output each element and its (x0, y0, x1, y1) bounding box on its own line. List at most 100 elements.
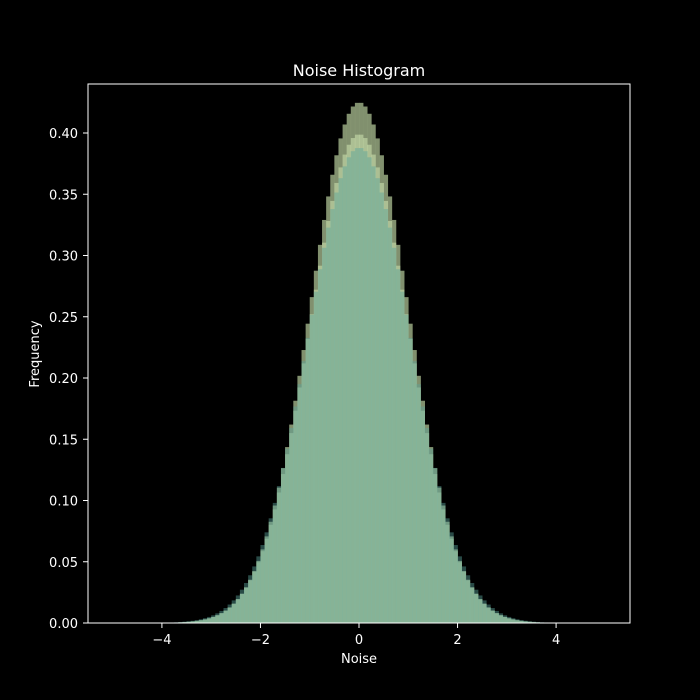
histogram-bar (473, 593, 479, 623)
histogram-bar (441, 502, 446, 623)
histogram-bar (523, 620, 528, 623)
histogram-bar (424, 428, 430, 623)
histogram-bar (231, 600, 237, 623)
histogram-bar (457, 556, 462, 623)
histogram-bar (301, 361, 306, 623)
histogram-bar (322, 247, 327, 624)
histogram-bar (207, 618, 212, 623)
histogram-bar (482, 603, 487, 623)
histogram-bar (305, 338, 311, 623)
histogram-bar (428, 454, 434, 623)
histogram-bar (432, 474, 438, 623)
histogram-bar (515, 619, 520, 623)
histogram-bar (211, 615, 216, 623)
histogram-bar (272, 509, 278, 623)
histogram-bar (465, 575, 471, 623)
histogram-bar (227, 607, 233, 623)
histogram-bar (383, 200, 389, 624)
histogram-bar (375, 167, 380, 623)
histogram-bar (367, 144, 372, 623)
histogram-bar (330, 200, 335, 624)
histogram-series-2 (116, 148, 602, 624)
histogram-bar (379, 192, 384, 623)
histogram-bar (395, 265, 401, 623)
chart-title: Noise Histogram (293, 61, 425, 80)
histogram-bar (313, 289, 319, 623)
histogram-bar (227, 604, 233, 623)
histogram-bar (342, 154, 347, 623)
histogram-bar (219, 610, 224, 623)
histogram-bar (428, 448, 434, 623)
histogram-bar (194, 620, 200, 623)
histogram-bar (498, 615, 504, 623)
histogram-bar (383, 209, 389, 623)
histogram-bar (309, 314, 315, 623)
histogram-bar (202, 619, 208, 623)
histogram-bar (194, 620, 200, 623)
y-tick-label: 0.40 (49, 127, 78, 142)
histogram-bar (482, 600, 487, 623)
histogram-bar (252, 571, 257, 623)
histogram-bar (289, 433, 294, 623)
histogram-bar (223, 610, 228, 623)
histogram-bar (317, 269, 323, 623)
histogram-bar (231, 603, 237, 623)
histogram-bar (244, 583, 249, 623)
histogram-bar (252, 566, 257, 623)
histogram-bar (223, 608, 228, 623)
histogram-bar (469, 583, 475, 623)
histogram-bar (387, 227, 393, 623)
histogram-bar (494, 613, 499, 623)
histogram-bar (527, 621, 532, 623)
histogram-bar (211, 616, 216, 623)
histogram-bar (478, 599, 483, 623)
bars-layer (116, 102, 602, 624)
histogram-bar (198, 620, 204, 623)
histogram-bar (244, 587, 249, 623)
histogram-bar (461, 566, 467, 623)
histogram-bar (354, 134, 360, 623)
histogram-bar (494, 610, 499, 623)
histogram-bar (412, 363, 417, 623)
y-tick-label: 0.05 (49, 556, 78, 571)
histogram-bar (367, 157, 372, 623)
histogram-bar (350, 138, 356, 623)
histogram-bar (445, 518, 450, 623)
histogram-bar (235, 599, 241, 623)
histogram-bar (276, 492, 282, 623)
histogram-bar (449, 538, 454, 623)
histogram-bar (289, 428, 294, 623)
y-ticks-layer: 0.00 0.05 0.10 0.15 0.20 0.25 0.30 0.35 0.40 (49, 127, 88, 632)
histogram-bar (490, 608, 495, 623)
histogram-bar (256, 556, 261, 623)
histogram-bar (506, 616, 512, 623)
histogram-bar (453, 551, 458, 623)
histogram-bar (523, 621, 528, 623)
histogram-bar (437, 486, 442, 623)
histogram-bar (371, 154, 376, 623)
histogram-bar (202, 618, 208, 623)
histogram-bar (375, 178, 380, 623)
histogram-bar (527, 621, 532, 623)
y-axis-label: Frequency (28, 320, 43, 387)
histogram-bar (412, 361, 417, 623)
histogram-bar (330, 209, 335, 623)
histogram-bar (461, 571, 467, 623)
histogram-bar (346, 157, 352, 623)
histogram-bar (359, 134, 364, 623)
histogram-bar (395, 269, 401, 623)
histogram-bar (445, 524, 450, 623)
histogram-bar (293, 406, 298, 623)
y-tick-label: 0.10 (49, 495, 78, 510)
histogram-bar (457, 562, 462, 623)
histogram-bar (239, 593, 245, 623)
histogram-bar (363, 151, 368, 623)
histogram-bar (309, 314, 315, 623)
histogram-bar (519, 620, 524, 623)
histogram-bar (498, 613, 504, 623)
histogram-bar (256, 562, 261, 623)
histogram-bar (334, 192, 339, 623)
histogram-bar (190, 621, 196, 623)
histogram-bar (276, 486, 282, 623)
